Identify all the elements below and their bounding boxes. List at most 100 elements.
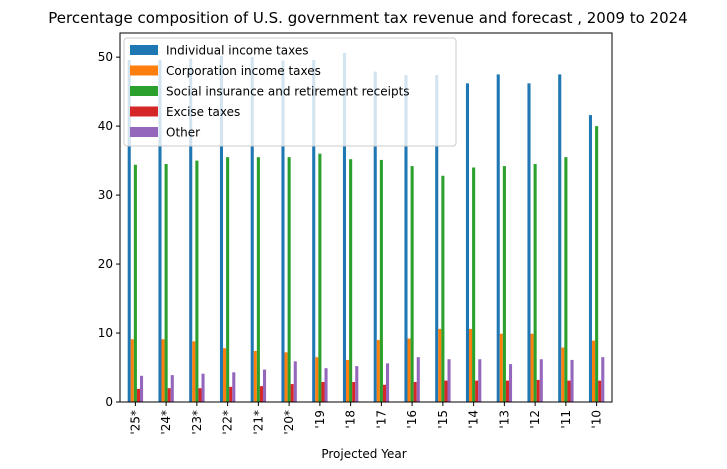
bar [435, 75, 439, 402]
bar [164, 164, 168, 402]
bar [195, 160, 199, 402]
bar [192, 341, 196, 402]
bar [410, 166, 414, 402]
legend-swatch [130, 45, 158, 55]
bar [198, 388, 202, 402]
x-tick-label: '16 [405, 410, 419, 429]
bar [564, 157, 568, 402]
y-tick-label: 10 [98, 326, 113, 340]
bar [592, 340, 596, 402]
legend: Individual income taxes Corporation incom… [123, 37, 457, 147]
legend-entry: Social insurance and retirement receipts [166, 85, 410, 99]
bar [416, 357, 420, 402]
bar [161, 339, 165, 402]
bar [158, 59, 162, 403]
bar [382, 384, 386, 402]
bar [508, 364, 513, 402]
bar [139, 375, 144, 402]
bars-group [127, 53, 605, 403]
bar [505, 380, 509, 402]
bar [250, 57, 254, 402]
bar [533, 164, 537, 402]
bar [536, 379, 540, 402]
bar [496, 74, 500, 402]
bar [444, 380, 448, 402]
bar [413, 382, 417, 402]
bar [478, 359, 482, 402]
bar [130, 339, 134, 402]
bar [561, 347, 565, 402]
bar [595, 126, 599, 403]
x-axis: '25* '24* '23* '22* '21* '20* '19 '18 '17 '16 '15 '… [128, 402, 604, 435]
bar [232, 372, 236, 402]
bar [379, 159, 383, 402]
x-tick-label: '12 [528, 410, 542, 429]
legend-entry: Corporation income taxes [166, 64, 321, 78]
y-tick-label: 40 [98, 119, 113, 133]
bar [324, 368, 328, 402]
x-tick-label: '20* [282, 410, 296, 435]
bar [598, 380, 602, 402]
y-tick-label: 30 [98, 188, 113, 202]
bar [530, 333, 534, 402]
legend-swatch [130, 86, 158, 96]
x-tick-label: '25* [128, 410, 142, 435]
bar [223, 348, 227, 402]
y-axis: 0 10 20 30 40 50 [98, 50, 120, 409]
bar [447, 359, 451, 402]
bar [499, 333, 503, 402]
bar [539, 359, 543, 402]
bar [133, 164, 137, 402]
bar [293, 361, 297, 402]
bar [201, 373, 205, 402]
x-tick-label: '22* [221, 410, 235, 435]
bar [373, 71, 377, 403]
legend-swatch [130, 106, 158, 117]
x-axis-label: Projected Year [321, 447, 406, 461]
bar [502, 166, 506, 402]
x-tick-label: '18 [344, 410, 358, 429]
bar [475, 380, 479, 402]
bar [407, 338, 411, 402]
bar [189, 58, 193, 403]
legend-entry: Excise taxes [166, 105, 240, 119]
bar [346, 359, 350, 402]
bar [558, 74, 562, 402]
bar [465, 83, 470, 402]
bar [256, 157, 260, 402]
x-tick-label: '11 [559, 410, 573, 429]
bar [352, 382, 356, 402]
bar [284, 352, 288, 402]
bar [469, 328, 473, 402]
bar [385, 363, 390, 402]
bar [349, 159, 353, 402]
x-tick-label: '23* [190, 410, 204, 435]
x-tick-label: '17 [374, 410, 388, 429]
y-tick-label: 0 [105, 395, 113, 409]
legend-entry: Individual income taxes [166, 44, 308, 58]
bar [287, 157, 291, 402]
legend-entry: Other [166, 126, 200, 140]
bar [312, 59, 316, 403]
bar [229, 386, 233, 402]
legend-swatch [130, 127, 158, 137]
bar [226, 157, 230, 402]
bar [472, 167, 476, 402]
bar [127, 59, 131, 403]
bar [342, 53, 347, 402]
plot-frame [119, 32, 613, 403]
x-tick-label: '21* [251, 410, 265, 435]
bar [404, 75, 408, 402]
legend-box [123, 37, 457, 147]
bar [601, 357, 605, 402]
x-tick-label: '13 [497, 410, 511, 429]
bar [588, 115, 593, 402]
bar [290, 384, 294, 402]
bar [355, 366, 359, 402]
bar [219, 55, 224, 402]
bar [527, 83, 531, 402]
bar [438, 328, 442, 402]
bar [262, 369, 267, 402]
bar [376, 339, 380, 402]
